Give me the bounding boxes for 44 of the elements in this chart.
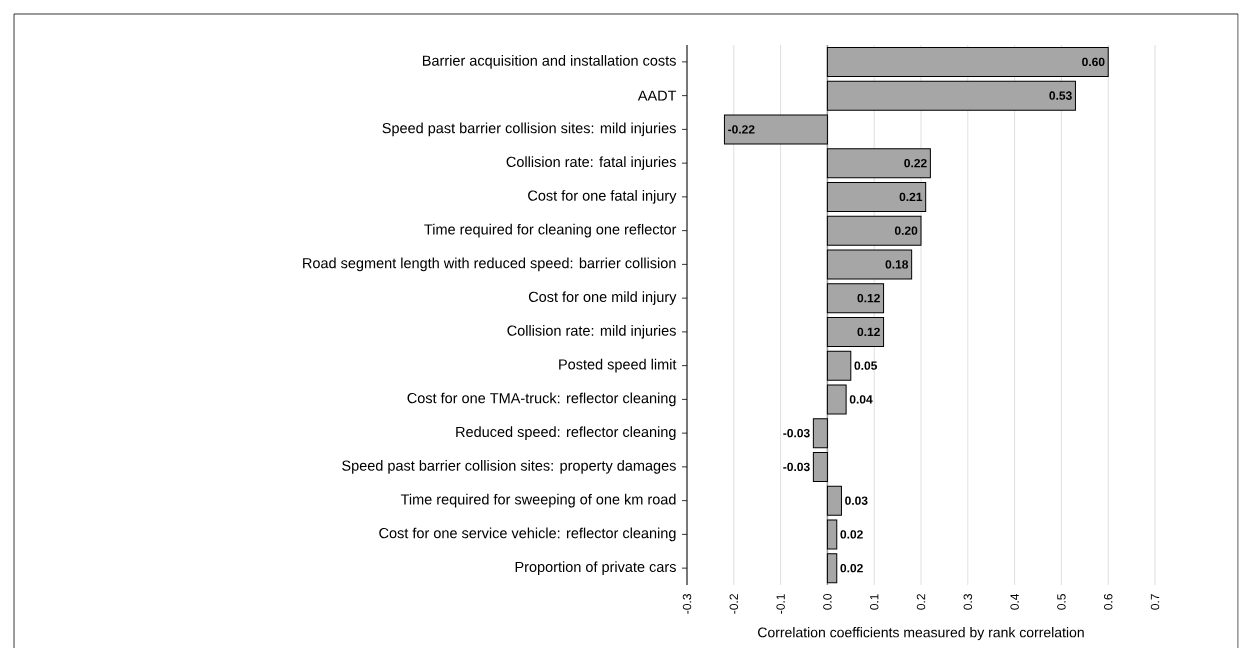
x-tick-label: 0.5 (1057, 594, 1066, 610)
data-label: 0.20 (894, 226, 918, 235)
y-tick-label: Cost for one service vehicle: reflector cleaning (379, 527, 676, 542)
y-tick-label: Collision rate: mild injuries (507, 325, 676, 339)
data-label: 0.05 (854, 361, 878, 370)
y-tick-label: Cost for one TMA-truck: reflector cleaning (407, 392, 676, 407)
x-tick-label: 0.3 (963, 594, 973, 610)
y-tick-label: Cost for one fatal injury (528, 190, 677, 204)
y-tick-label: Proportion of private cars (515, 561, 676, 575)
y-tick-label: AADT (637, 90, 677, 101)
data-label: -0.03 (783, 462, 810, 472)
data-label: 0.53 (1049, 91, 1072, 100)
y-tick-label: Speed past barrier collision sites: property damages (342, 460, 676, 474)
x-tick-label: 0.6 (1103, 594, 1113, 610)
data-label: 0.02 (840, 530, 863, 539)
data-label: 0.21 (899, 192, 923, 202)
data-label: 0.22 (904, 158, 927, 168)
y-tick-label: Posted speed limit (559, 358, 677, 373)
y-tick-label: Collision rate: fatal injuries (506, 156, 676, 170)
y-tick-label: Time required for cleaning one reflector (424, 223, 677, 238)
data-label: -0.22 (728, 125, 755, 134)
y-tick-label: Reduced speed: reflector cleaning (456, 426, 676, 440)
y-tick-label: Time required for sweeping of one km road (400, 493, 676, 508)
data-label: 0.03 (845, 496, 868, 505)
x-tick-label: -0.1 (776, 594, 785, 614)
data-label: 0.60 (1082, 57, 1105, 67)
y-tick-label: Road segment length with reduced speed: barrier collision (303, 257, 676, 272)
x-tick-label: 0.0 (823, 594, 832, 610)
x-tick-label: 0.4 (1010, 593, 1019, 610)
y-tick-label: Cost for one mild injury (528, 291, 677, 305)
x-tick-label: 0.2 (916, 594, 926, 610)
data-label: -0.03 (783, 428, 810, 438)
data-label: 0.04 (849, 395, 873, 404)
data-label: 0.18 (885, 260, 909, 269)
y-tick-label: Barrier acquisition and installation costs (422, 55, 676, 69)
data-label: 0.02 (840, 563, 863, 573)
x-tick-label: -0.3 (682, 594, 692, 614)
x-tick-label: 0.7 (1150, 594, 1160, 610)
data-label: 0.12 (857, 327, 880, 337)
x-tick-label: 0.1 (869, 594, 879, 610)
x-tick-label: -0.2 (729, 594, 739, 614)
y-tick-label: Speed past barrier collision sites: mild injuries (382, 122, 676, 137)
data-label: 0.12 (857, 293, 880, 303)
x-axis-title: Correlation coefficients measured by rank correlation (758, 627, 1084, 641)
